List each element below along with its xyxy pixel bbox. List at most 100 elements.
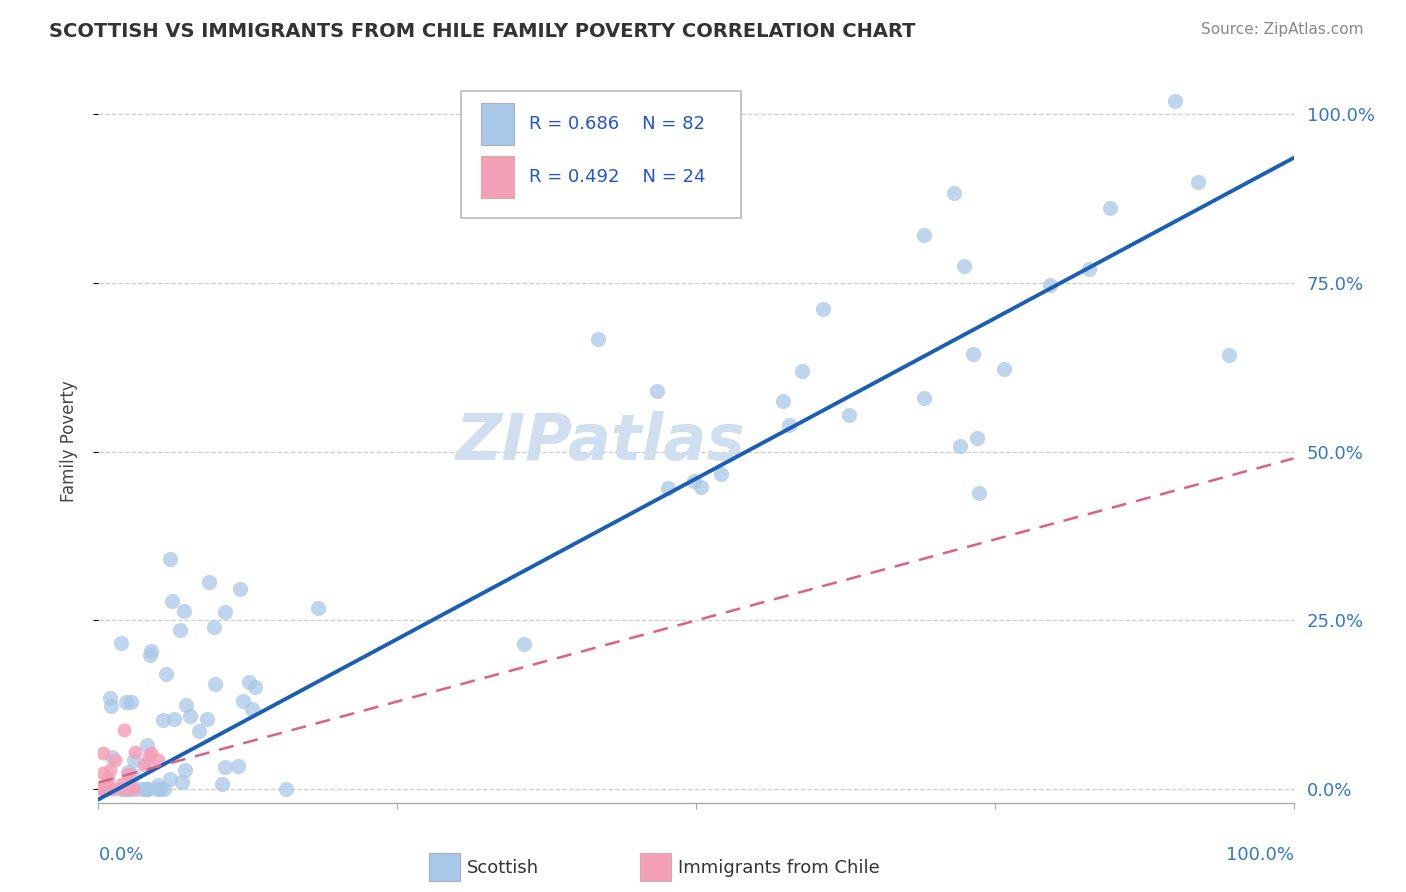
Point: [228, 582, 250, 597]
Point: [657, 481, 679, 495]
Text: 100.0%: 100.0%: [1226, 847, 1294, 864]
Point: [120, 695, 142, 709]
Point: [91, 746, 114, 760]
Point: [307, 601, 329, 615]
Point: [90, 782, 112, 797]
Point: [101, 782, 124, 797]
Point: [115, 695, 138, 709]
Point: [152, 782, 174, 797]
Point: [914, 227, 936, 242]
Point: [173, 604, 195, 618]
Text: SCOTTISH VS IMMIGRANTS FROM CHILE FAMILY POVERTY CORRELATION CHART: SCOTTISH VS IMMIGRANTS FROM CHILE FAMILY…: [49, 22, 915, 41]
Point: [112, 723, 135, 737]
Point: [169, 624, 191, 638]
Point: [159, 551, 181, 566]
Point: [117, 764, 139, 779]
Point: [101, 750, 124, 764]
Text: Source: ZipAtlas.com: Source: ZipAtlas.com: [1201, 22, 1364, 37]
Point: [91, 766, 114, 780]
Point: [1218, 348, 1240, 362]
Point: [136, 756, 159, 770]
Point: [132, 782, 155, 797]
Text: R = 0.492    N = 24: R = 0.492 N = 24: [529, 168, 706, 186]
Point: [152, 713, 174, 727]
Point: [122, 782, 145, 797]
Point: [772, 393, 794, 408]
Point: [136, 738, 159, 752]
Point: [586, 333, 609, 347]
Point: [949, 439, 972, 453]
Point: [1187, 175, 1209, 189]
Point: [170, 775, 193, 789]
Point: [513, 637, 536, 651]
Point: [943, 186, 966, 200]
Point: [93, 782, 115, 797]
Bar: [481, 156, 515, 198]
Point: [778, 418, 800, 433]
Point: [135, 782, 157, 797]
Point: [240, 701, 263, 715]
Point: [115, 782, 138, 797]
Point: [966, 431, 988, 445]
Point: [96, 782, 118, 797]
Point: [111, 777, 134, 791]
Point: [125, 782, 148, 797]
Point: [96, 779, 118, 793]
Point: [122, 767, 145, 781]
Point: [97, 782, 120, 797]
Point: [967, 486, 990, 500]
Point: [138, 648, 160, 662]
Point: [243, 680, 266, 694]
Point: [962, 347, 984, 361]
Point: [139, 746, 162, 760]
Point: [136, 782, 159, 797]
Text: 0.0%: 0.0%: [98, 847, 143, 864]
Point: [149, 782, 172, 797]
Point: [114, 782, 136, 797]
Point: [198, 575, 221, 590]
Point: [173, 764, 195, 778]
FancyBboxPatch shape: [461, 91, 741, 218]
Point: [146, 778, 169, 792]
Point: [163, 713, 186, 727]
Point: [124, 745, 146, 759]
Point: [211, 777, 233, 791]
Point: [96, 782, 118, 797]
Point: [104, 753, 127, 767]
Point: [689, 479, 711, 493]
Point: [710, 467, 733, 481]
Point: [136, 782, 159, 797]
Point: [195, 712, 218, 726]
Point: [214, 760, 236, 774]
Point: [111, 782, 134, 797]
Point: [145, 782, 167, 797]
Point: [202, 620, 225, 634]
Point: [141, 644, 163, 658]
Point: [110, 636, 132, 650]
Point: [838, 409, 860, 423]
Point: [132, 758, 155, 772]
Point: [111, 782, 134, 797]
Point: [1039, 277, 1062, 292]
Point: [214, 605, 236, 619]
Point: [162, 594, 184, 608]
Point: [100, 699, 122, 714]
Point: [238, 675, 260, 690]
Text: R = 0.686    N = 82: R = 0.686 N = 82: [529, 115, 704, 133]
Point: [953, 259, 976, 273]
Point: [179, 709, 201, 723]
Point: [647, 384, 669, 399]
Point: [138, 749, 160, 764]
Point: [117, 782, 139, 797]
Bar: [481, 103, 515, 145]
Point: [276, 782, 298, 797]
Point: [1098, 201, 1121, 215]
Point: [792, 364, 814, 378]
Point: [146, 753, 169, 767]
Point: [159, 772, 181, 787]
Point: [912, 391, 935, 405]
Point: [174, 698, 197, 712]
Text: Immigrants from Chile: Immigrants from Chile: [678, 859, 879, 877]
Point: [226, 758, 249, 772]
Point: [187, 723, 209, 738]
